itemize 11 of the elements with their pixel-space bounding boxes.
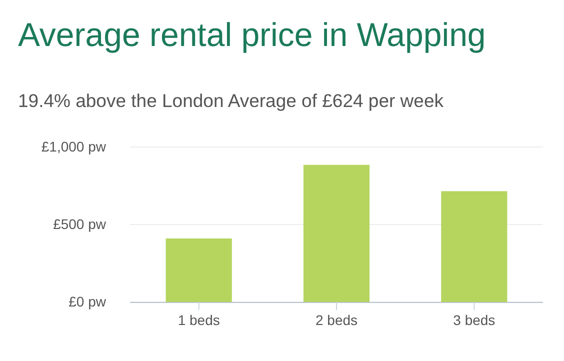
x-tick-label: 3 beds [453, 312, 496, 328]
bar [441, 191, 508, 302]
chart-subtitle: 19.4% above the London Average of £624 per week [18, 90, 444, 111]
y-tick-label: £500 pw [53, 216, 107, 232]
x-tick-label: 1 beds [178, 312, 220, 328]
bar [166, 238, 232, 302]
y-tick-label: £0 pw [68, 293, 107, 310]
bar [303, 164, 370, 302]
chart-title: Average rental price in Wapping [18, 16, 486, 53]
y-tick-label: £1,000 pw [41, 138, 107, 154]
x-tick-label: 2 beds [315, 312, 358, 328]
